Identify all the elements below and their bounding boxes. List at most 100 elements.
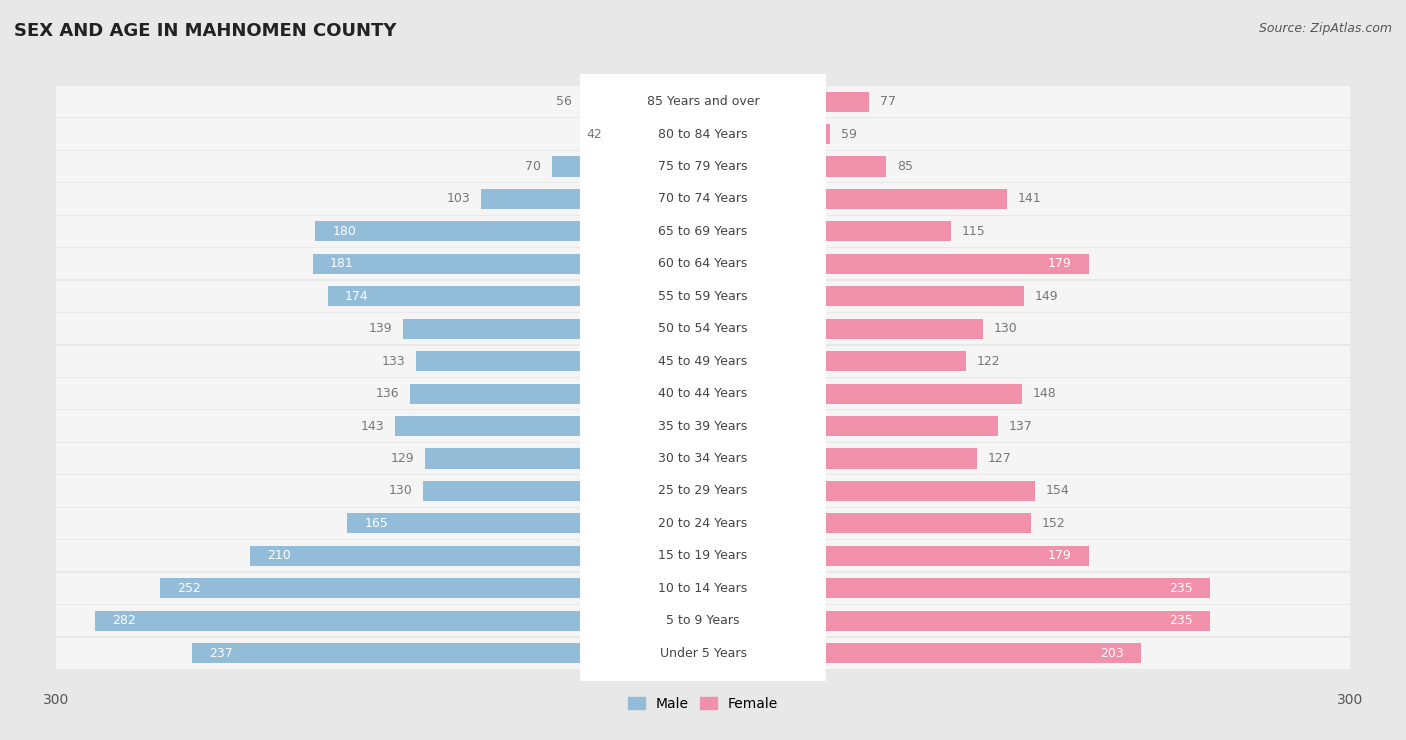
Text: 127: 127 — [987, 452, 1011, 465]
Text: 10 to 14 Years: 10 to 14 Years — [658, 582, 748, 595]
Text: Under 5 Years: Under 5 Years — [659, 647, 747, 660]
Text: 65 to 69 Years: 65 to 69 Years — [658, 225, 748, 238]
Bar — [425, 448, 703, 468]
Text: 237: 237 — [209, 647, 233, 660]
FancyBboxPatch shape — [13, 86, 1393, 117]
FancyBboxPatch shape — [13, 118, 1393, 149]
FancyBboxPatch shape — [581, 28, 825, 175]
FancyBboxPatch shape — [581, 158, 825, 305]
Text: 130: 130 — [388, 485, 412, 497]
Bar — [703, 286, 1024, 306]
Text: 129: 129 — [391, 452, 415, 465]
Text: 70: 70 — [526, 160, 541, 173]
Bar — [250, 546, 703, 566]
Bar — [312, 254, 703, 274]
Bar — [553, 156, 703, 177]
Bar — [703, 351, 966, 371]
Text: 60 to 64 Years: 60 to 64 Years — [658, 258, 748, 270]
Text: 174: 174 — [344, 290, 368, 303]
Bar — [416, 351, 703, 371]
Bar — [96, 610, 703, 630]
Bar — [703, 578, 1209, 599]
FancyBboxPatch shape — [581, 579, 825, 727]
FancyBboxPatch shape — [581, 548, 825, 694]
FancyBboxPatch shape — [581, 320, 825, 467]
Text: 179: 179 — [1047, 549, 1071, 562]
Text: 50 to 54 Years: 50 to 54 Years — [658, 322, 748, 335]
Bar — [613, 124, 703, 144]
Text: 15 to 19 Years: 15 to 19 Years — [658, 549, 748, 562]
Text: 130: 130 — [994, 322, 1018, 335]
Text: 252: 252 — [177, 582, 201, 595]
Text: 30 to 34 Years: 30 to 34 Years — [658, 452, 748, 465]
Bar — [703, 643, 1140, 663]
FancyBboxPatch shape — [13, 605, 1393, 636]
Text: 148: 148 — [1033, 387, 1056, 400]
Legend: Male, Female: Male, Female — [623, 691, 783, 716]
FancyBboxPatch shape — [13, 540, 1393, 571]
Text: 137: 137 — [1010, 420, 1033, 433]
Bar — [703, 383, 1022, 404]
FancyBboxPatch shape — [13, 443, 1393, 474]
Bar — [703, 481, 1035, 501]
Text: 59: 59 — [841, 127, 856, 141]
FancyBboxPatch shape — [581, 255, 825, 402]
Text: 122: 122 — [977, 354, 1001, 368]
Text: 42: 42 — [586, 127, 602, 141]
Bar — [481, 189, 703, 209]
Bar — [347, 514, 703, 534]
Bar — [395, 416, 703, 436]
Text: 115: 115 — [962, 225, 986, 238]
FancyBboxPatch shape — [13, 313, 1393, 344]
Text: 152: 152 — [1042, 517, 1066, 530]
Bar — [703, 448, 977, 468]
Text: 80 to 84 Years: 80 to 84 Years — [658, 127, 748, 141]
Text: 25 to 29 Years: 25 to 29 Years — [658, 485, 748, 497]
Text: 165: 165 — [364, 517, 388, 530]
Bar — [703, 254, 1088, 274]
FancyBboxPatch shape — [581, 353, 825, 500]
Text: 133: 133 — [382, 354, 405, 368]
Text: 35 to 39 Years: 35 to 39 Years — [658, 420, 748, 433]
FancyBboxPatch shape — [13, 280, 1393, 312]
Bar — [703, 546, 1088, 566]
Bar — [409, 383, 703, 404]
FancyBboxPatch shape — [13, 508, 1393, 539]
Bar — [404, 319, 703, 339]
Text: 70 to 74 Years: 70 to 74 Years — [658, 192, 748, 206]
Text: 180: 180 — [332, 225, 356, 238]
Bar — [703, 610, 1209, 630]
FancyBboxPatch shape — [581, 223, 825, 370]
FancyBboxPatch shape — [581, 61, 825, 207]
FancyBboxPatch shape — [13, 248, 1393, 280]
Text: 45 to 49 Years: 45 to 49 Years — [658, 354, 748, 368]
Bar — [703, 416, 998, 436]
Bar — [703, 189, 1007, 209]
Text: 143: 143 — [360, 420, 384, 433]
FancyBboxPatch shape — [13, 216, 1393, 247]
Bar — [703, 124, 830, 144]
Text: Source: ZipAtlas.com: Source: ZipAtlas.com — [1258, 22, 1392, 36]
FancyBboxPatch shape — [581, 515, 825, 662]
Text: 141: 141 — [1018, 192, 1042, 206]
Bar — [315, 221, 703, 241]
Text: 139: 139 — [368, 322, 392, 335]
Text: 40 to 44 Years: 40 to 44 Years — [658, 387, 748, 400]
FancyBboxPatch shape — [581, 288, 825, 434]
FancyBboxPatch shape — [13, 151, 1393, 182]
FancyBboxPatch shape — [13, 475, 1393, 507]
Bar — [423, 481, 703, 501]
Bar — [582, 92, 703, 112]
FancyBboxPatch shape — [581, 482, 825, 629]
Text: 154: 154 — [1046, 485, 1070, 497]
FancyBboxPatch shape — [581, 417, 825, 565]
Text: 203: 203 — [1099, 647, 1123, 660]
FancyBboxPatch shape — [581, 126, 825, 272]
Text: 235: 235 — [1168, 582, 1192, 595]
Bar — [703, 221, 950, 241]
Text: 5 to 9 Years: 5 to 9 Years — [666, 614, 740, 628]
Text: 235: 235 — [1168, 614, 1192, 628]
Text: 136: 136 — [375, 387, 399, 400]
Text: 282: 282 — [112, 614, 136, 628]
Text: 85 Years and over: 85 Years and over — [647, 95, 759, 108]
